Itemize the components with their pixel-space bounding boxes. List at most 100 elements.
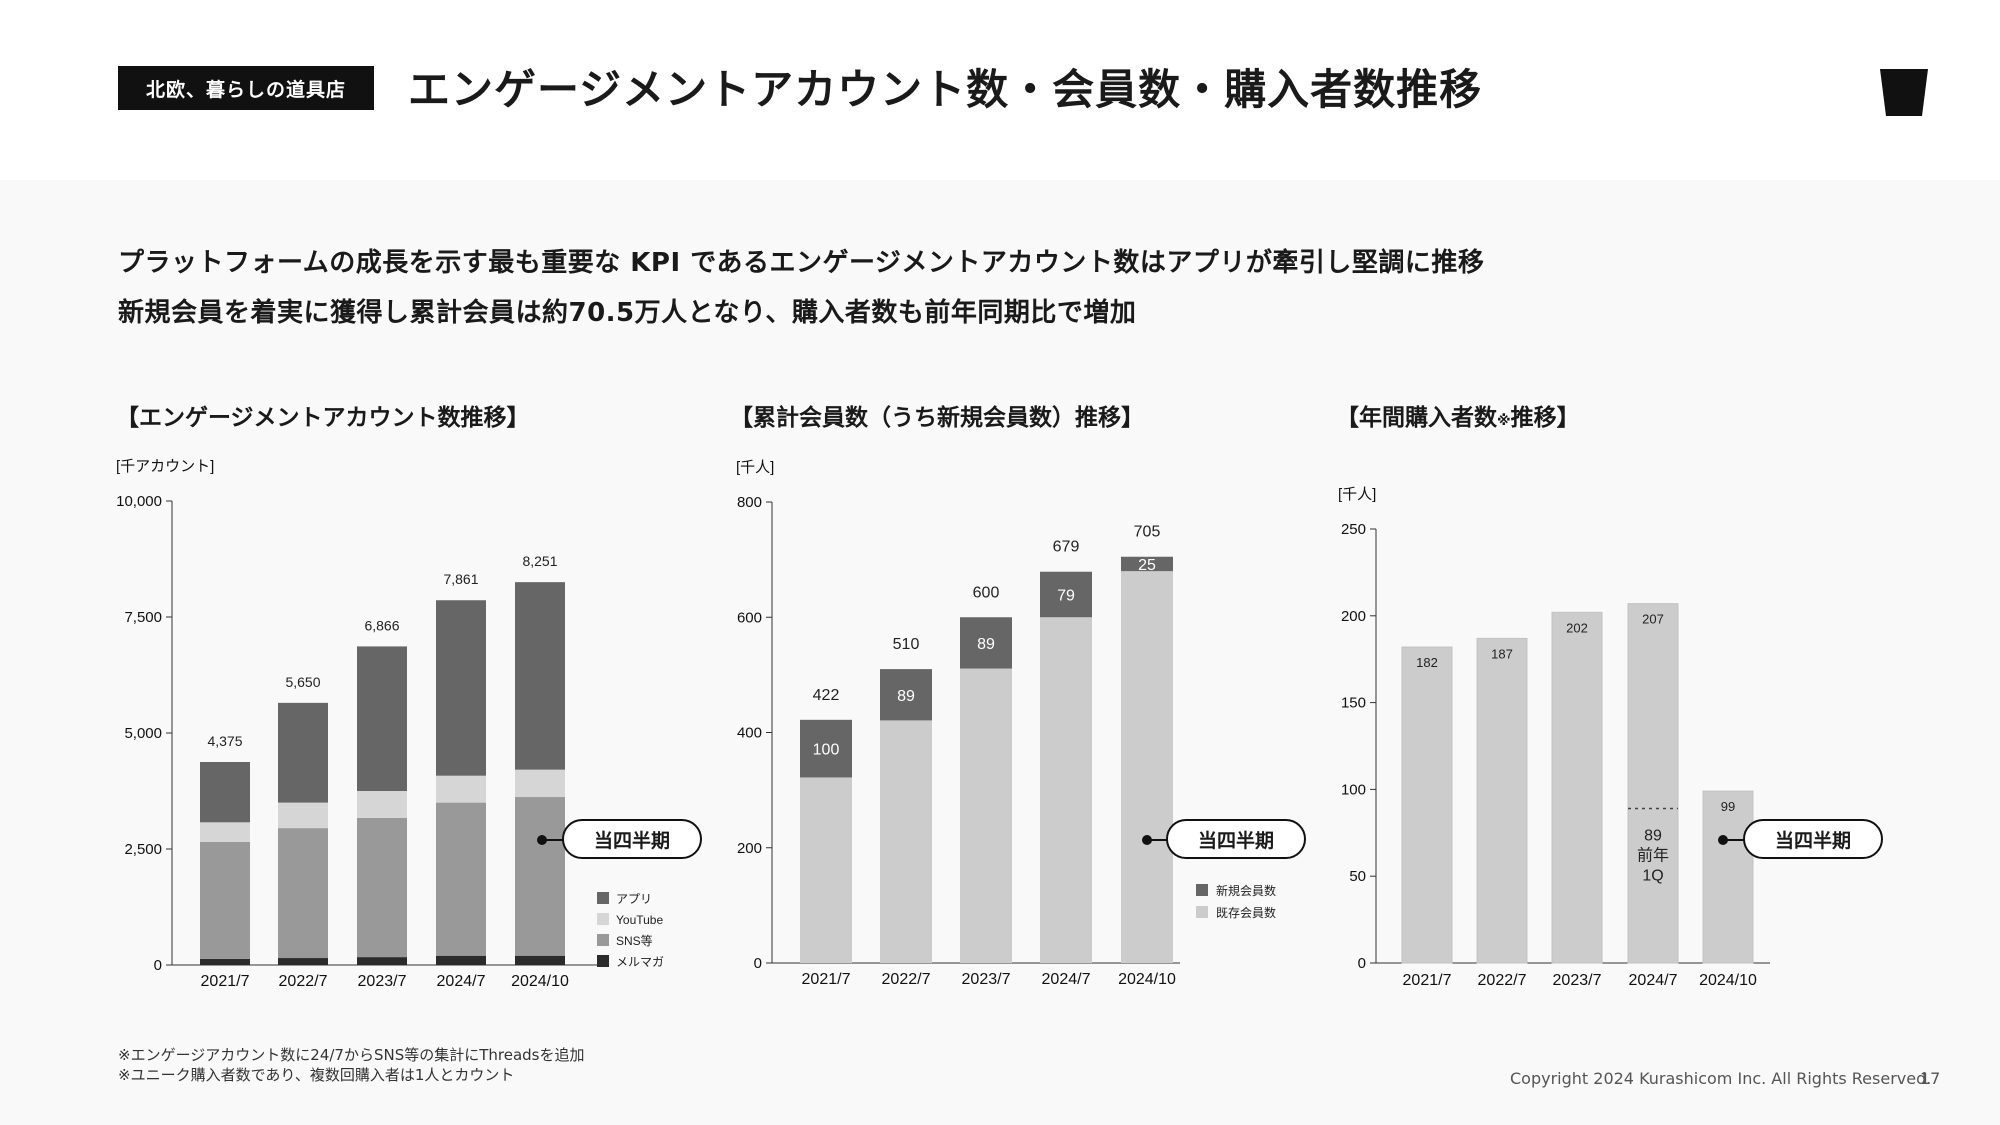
bar-total-label: 6,866 (364, 617, 399, 633)
bar-segment (357, 646, 407, 791)
bar-total-label: 8,251 (522, 553, 557, 569)
y-tick-label: 150 (1341, 695, 1366, 712)
bar-total-label: 705 (1134, 524, 1161, 541)
y-tick-label: 5,000 (124, 725, 162, 742)
bar-total-label: 422 (813, 687, 840, 704)
bar (1476, 637, 1528, 964)
bar-value-label: 99 (1721, 799, 1735, 814)
legend-swatch (597, 913, 609, 925)
legend-swatch (597, 955, 609, 967)
title-footnote-mark: ※ (1497, 413, 1511, 429)
footnote-1: ※エンゲージアカウント数に24/7からSNS等の集計にThreadsを追加 (118, 1046, 585, 1064)
legend-label: SNS等 (616, 934, 653, 948)
bar-segment (200, 841, 250, 959)
x-tick-label: 2021/7 (1403, 972, 1452, 989)
callout-line (1147, 839, 1169, 841)
x-tick-label: 2023/7 (358, 973, 407, 990)
bar-segment (960, 617, 1012, 669)
bar (1702, 790, 1754, 964)
bar-value-label: 187 (1491, 646, 1513, 661)
bar-segment (1121, 571, 1173, 963)
bar-segment (515, 582, 565, 770)
bar-segment (960, 668, 1012, 963)
bar-total-label: 510 (893, 636, 920, 653)
current-quarter-callout: 当四半期 (1743, 819, 1883, 859)
prior-year-quarter: 1Q (1642, 867, 1663, 884)
legend-label: アプリ (616, 892, 652, 906)
prior-year-value: 89 (1644, 827, 1662, 844)
current-quarter-callout: 当四半期 (562, 819, 702, 859)
x-tick-label: 2024/7 (1629, 972, 1678, 989)
bar-segment (1121, 556, 1173, 572)
bar-total-label: 4,375 (207, 733, 242, 749)
bar-segment (436, 600, 486, 776)
callout-line (542, 839, 564, 841)
y-tick-label: 200 (1341, 608, 1366, 625)
x-tick-label: 2022/7 (882, 971, 931, 988)
y-tick-label: 200 (737, 840, 762, 857)
bar-total-label: 7,861 (443, 571, 478, 587)
y-tick-label: 10,000 (116, 493, 162, 510)
new-members-label: 89 (897, 688, 915, 705)
header: 北欧、暮らしの道具店 エンゲージメントアカウント数・会員数・購入者数推移 (0, 0, 2000, 180)
legend-swatch (1196, 884, 1208, 896)
bar-total-label: 5,650 (285, 674, 320, 690)
x-tick-label: 2022/7 (279, 973, 328, 990)
bar-segment (515, 955, 565, 965)
y-tick-label: 7,500 (124, 609, 162, 626)
x-tick-label: 2024/10 (1699, 972, 1757, 989)
annual-purchasers-chart: 0 50 100 150 200 250 [千人] 182 2021/7 187 2022/7 202… (1338, 486, 1770, 989)
bar-segment (436, 775, 486, 803)
new-members-label: 100 (813, 742, 840, 759)
legend-swatch (597, 934, 609, 946)
x-tick-label: 2023/7 (962, 971, 1011, 988)
bar (1551, 611, 1603, 964)
y-tick-label: 600 (737, 609, 762, 626)
y-tick-label: 2,500 (124, 841, 162, 858)
bar-value-label: 207 (1642, 612, 1664, 627)
y-tick-label: 100 (1341, 781, 1366, 798)
legend-label: メルマガ (616, 955, 664, 969)
y-tick-label: 0 (754, 955, 762, 972)
bar-segment (278, 828, 328, 959)
current-quarter-callout: 当四半期 (1166, 819, 1306, 859)
y-tick-label: 50 (1349, 868, 1366, 885)
engagement-accounts-chart: 0 2,500 5,000 7,500 10,000 [千アカウント] 4,375 2021/… (116, 458, 664, 990)
bar-segment (1040, 571, 1092, 618)
y-tick-label: 250 (1341, 521, 1366, 538)
bar-segment (278, 958, 328, 965)
bar-segment (436, 802, 486, 956)
bar-segment (880, 669, 932, 721)
legend-swatch (597, 892, 609, 904)
x-tick-label: 2022/7 (1478, 972, 1527, 989)
y-axis-unit: [千人] (1338, 486, 1376, 503)
legend-label: YouTube (616, 913, 663, 927)
y-axis-unit: [千アカウント] (116, 458, 214, 475)
page-number: 17 (1920, 1069, 1941, 1088)
bar-segment (800, 777, 852, 963)
legend-label: 既存会員数 (1216, 905, 1276, 920)
bar-segment (515, 769, 565, 798)
y-tick-label: 0 (154, 957, 162, 974)
y-tick-label: 800 (737, 494, 762, 511)
bar-segment (200, 958, 250, 965)
bar-segment (200, 822, 250, 842)
callout-line (1723, 839, 1745, 841)
x-tick-label: 2021/7 (802, 971, 851, 988)
y-tick-label: 400 (737, 725, 762, 742)
bar (1401, 646, 1453, 964)
bar-segment (357, 817, 407, 958)
prior-year-label: 前年 (1637, 846, 1669, 864)
x-tick-label: 2024/10 (1118, 971, 1176, 988)
bar-segment (1040, 617, 1092, 963)
x-tick-label: 2021/7 (201, 973, 250, 990)
bar-segment (357, 791, 407, 818)
footnote-2: ※ユニーク購入者数であり、複数回購入者は1人とカウント (118, 1066, 515, 1084)
bar-segment (436, 955, 486, 965)
lead-line-2: 新規会員を着実に獲得し累計会員は約70.5万人となり、購入者数も前年同期比で増加 (118, 298, 1137, 328)
bar-value-label: 182 (1416, 655, 1438, 670)
bar-segment (357, 957, 407, 965)
bar-segment (278, 802, 328, 829)
x-tick-label: 2024/7 (437, 973, 486, 990)
legend-swatch (1196, 906, 1208, 918)
